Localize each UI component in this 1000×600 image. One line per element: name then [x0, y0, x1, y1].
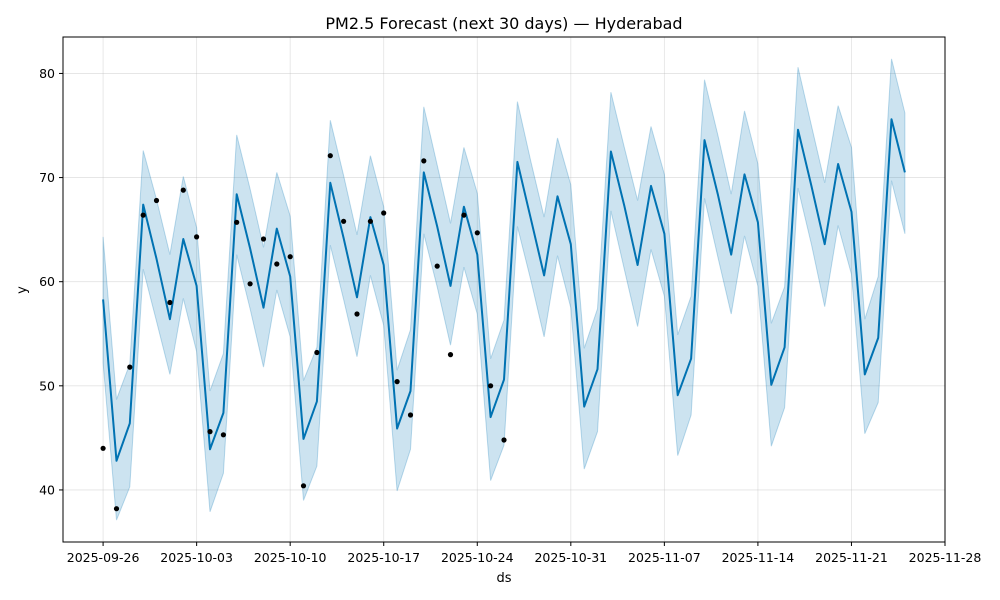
- observed-point: [194, 234, 200, 240]
- x-tick-label: 2025-09-26: [67, 550, 140, 565]
- y-tick-label: 60: [39, 274, 55, 289]
- observed-point: [381, 210, 387, 216]
- observed-point: [180, 187, 186, 193]
- forecast-line: [102, 118, 906, 462]
- observed-point: [140, 212, 146, 218]
- x-tick-label: 2025-10-24: [441, 550, 514, 565]
- observed-point: [287, 254, 293, 260]
- x-tick-label: 2025-10-31: [534, 550, 607, 565]
- chart-title: PM2.5 Forecast (next 30 days) — Hyderaba…: [325, 14, 682, 33]
- x-tick-label: 2025-11-21: [815, 550, 888, 565]
- observed-point: [447, 352, 454, 358]
- observed-point: [501, 437, 507, 443]
- observed-point: [474, 230, 480, 236]
- observed-point: [220, 432, 226, 438]
- observed-point: [127, 364, 133, 370]
- observed-point: [274, 261, 280, 267]
- observed-points-layer: [100, 153, 507, 512]
- observed-point: [421, 158, 427, 164]
- observed-point: [234, 219, 240, 225]
- observed-point: [153, 197, 160, 204]
- y-axis-label: y: [15, 286, 30, 294]
- observed-point: [341, 218, 347, 224]
- plot-frame: [62, 36, 946, 543]
- observed-point: [327, 153, 333, 159]
- forecast-line-layer: [102, 118, 906, 462]
- observed-point: [488, 383, 494, 389]
- x-tick-label: 2025-11-14: [722, 550, 795, 565]
- y-axis-ticks: 40 50 60 70 80: [39, 66, 63, 497]
- x-tick-label: 2025-10-17: [347, 550, 420, 565]
- observed-point: [314, 349, 320, 356]
- y-tick-label: 50: [39, 378, 55, 393]
- observed-point: [461, 212, 467, 218]
- observed-point: [394, 379, 400, 385]
- observed-point: [407, 412, 414, 418]
- x-tick-label: 2025-11-07: [628, 550, 701, 565]
- observed-point: [367, 218, 373, 224]
- observed-point: [207, 429, 213, 435]
- y-tick-label: 80: [39, 66, 55, 81]
- y-tick-label: 70: [39, 170, 55, 185]
- grid: [63, 37, 946, 542]
- y-tick-label: 40: [39, 482, 55, 497]
- uncertainty-band-layer: [102, 58, 906, 521]
- observed-point: [167, 299, 173, 306]
- x-axis-label: ds: [496, 571, 511, 586]
- observed-point: [260, 236, 267, 242]
- x-axis-ticks: 2025-09-26 2025-10-03 2025-10-10 2025-10-17…: [67, 542, 982, 565]
- x-tick-label: 2025-10-10: [254, 550, 327, 565]
- x-tick-label: 2025-10-03: [160, 550, 233, 565]
- x-tick-label: 2025-11-28: [909, 550, 982, 565]
- observed-point: [354, 311, 360, 317]
- observed-point: [247, 281, 253, 287]
- observed-point: [434, 263, 440, 269]
- uncertainty-band: [102, 58, 906, 521]
- observed-point: [300, 483, 307, 489]
- observed-point: [113, 506, 120, 512]
- observed-point: [100, 445, 106, 451]
